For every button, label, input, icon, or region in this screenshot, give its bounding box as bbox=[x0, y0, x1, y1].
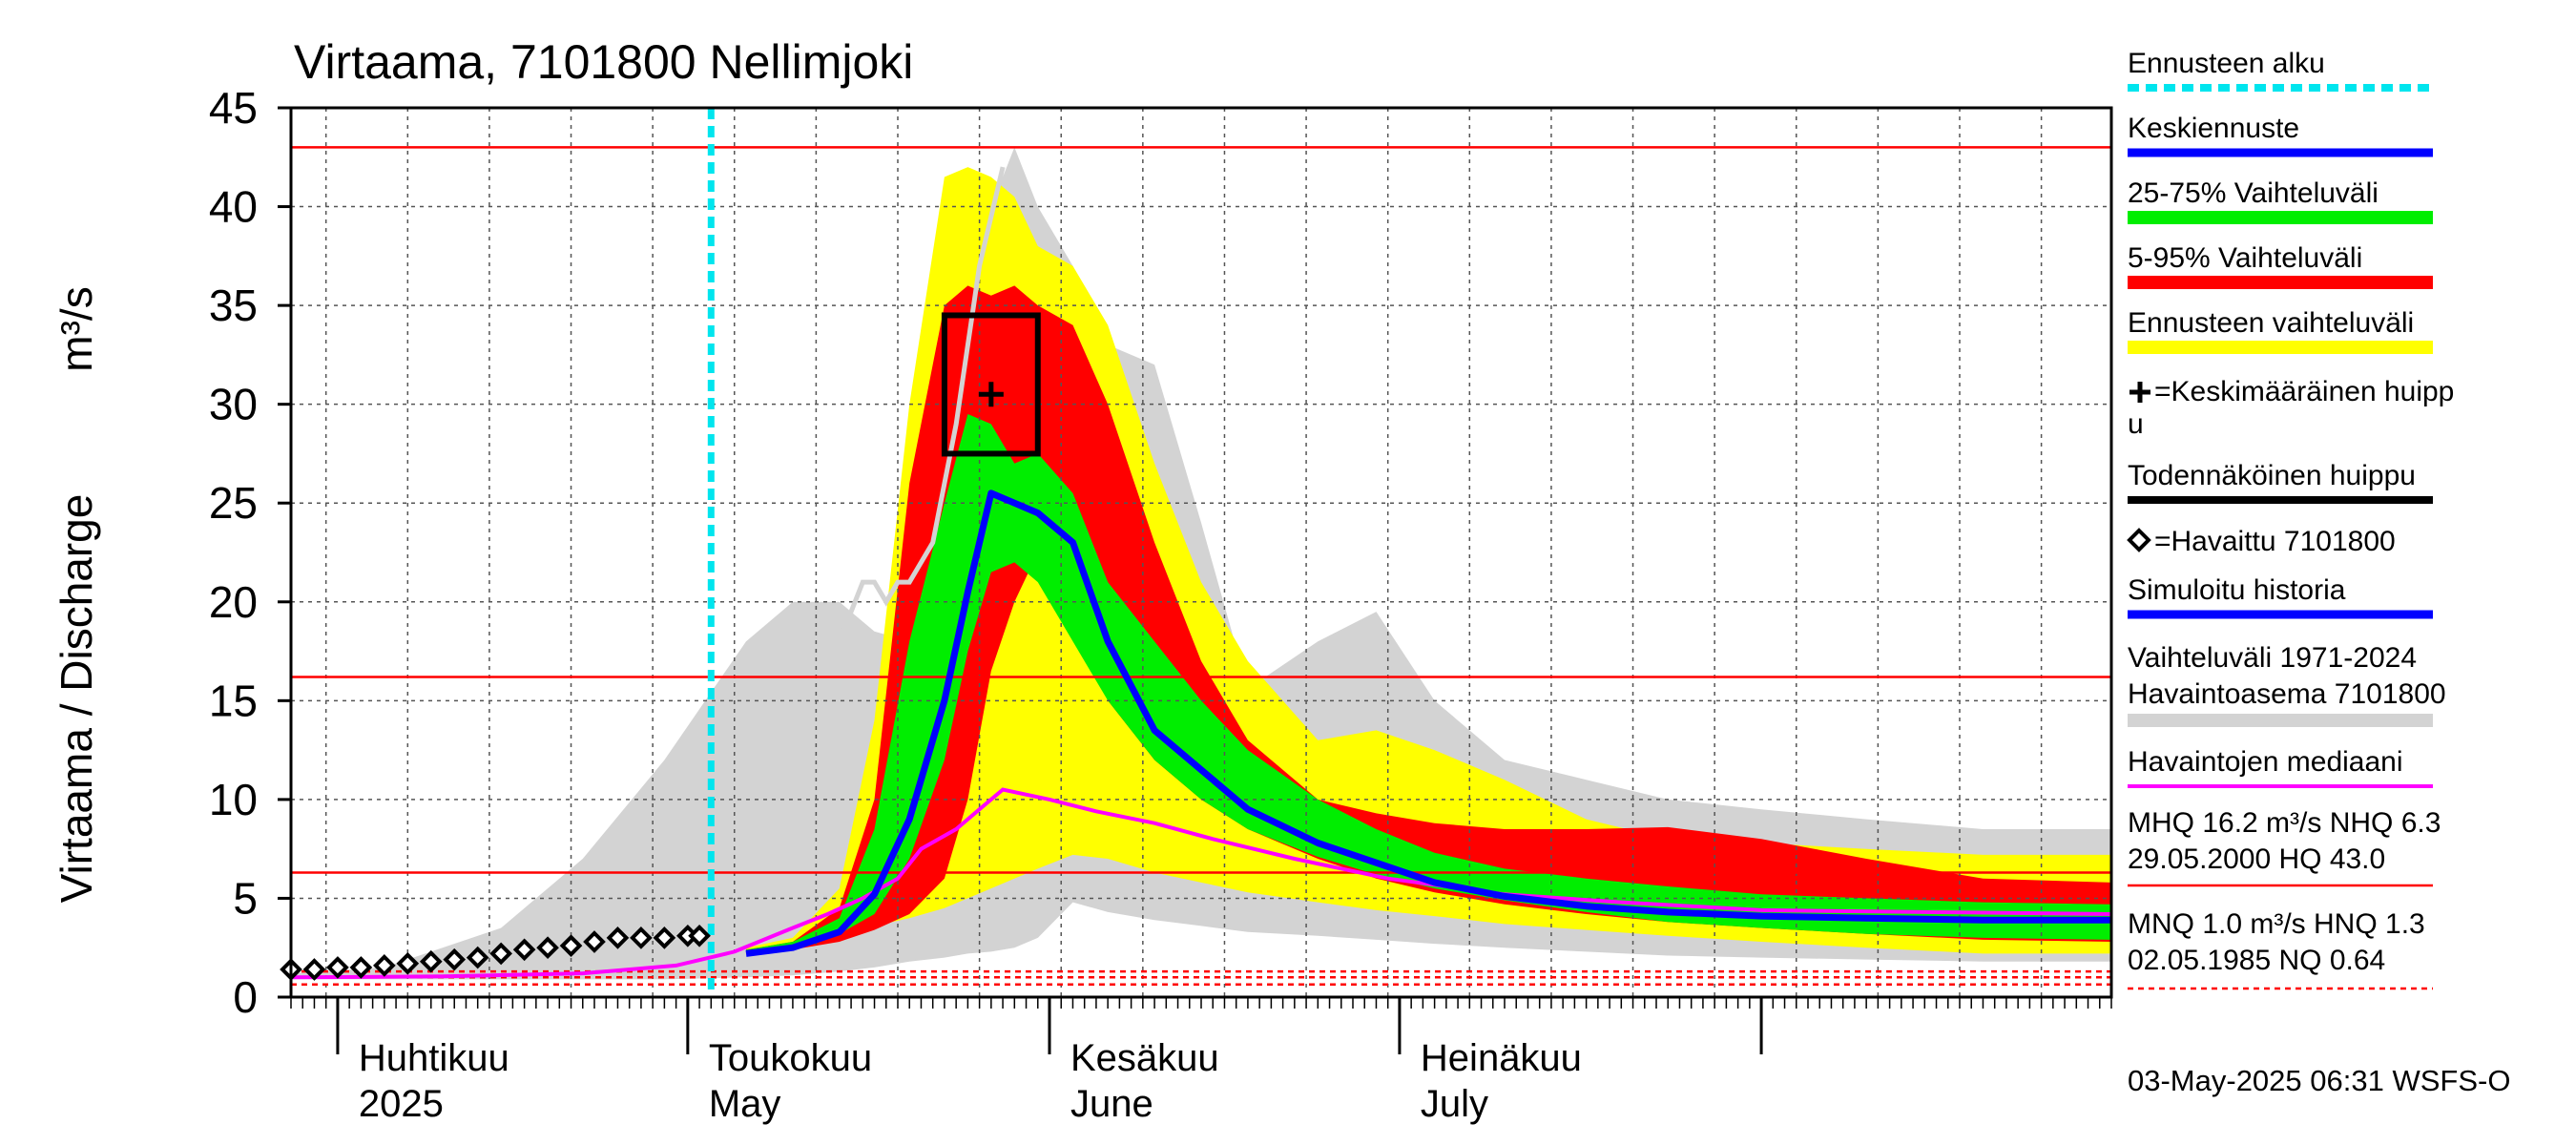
observed-point bbox=[489, 942, 512, 966]
timestamp-footer: 03-May-2025 06:31 WSFS-O bbox=[2128, 1064, 2510, 1097]
month-label-secondary: June bbox=[1070, 1083, 1153, 1125]
legend-5-95-label: 5-95% Vaihteluväli bbox=[2128, 242, 2362, 274]
observed-point bbox=[443, 947, 467, 971]
band-25-75 bbox=[746, 414, 2111, 954]
month-label: Huhtikuu bbox=[359, 1037, 509, 1079]
markers-layer bbox=[280, 312, 1041, 981]
observed-point bbox=[536, 936, 559, 960]
legend-forecast-start-label: Ennusteen alku bbox=[2128, 48, 2325, 79]
legend-mean-peak-label: =Keskimääräinen huipp bbox=[2154, 376, 2454, 407]
grid-layer bbox=[291, 108, 2111, 997]
legend: Ennusteen alku Keskiennuste 25-75% Vaihtel… bbox=[2127, 48, 2454, 990]
historical-range-band bbox=[291, 147, 2111, 980]
chart-title: Virtaama, 7101800 Nellimjoki bbox=[294, 35, 913, 89]
legend-historical-label-1: Vaihteluväli 1971-2024 bbox=[2128, 642, 2417, 674]
y-axis-label: Virtaama / Discharge bbox=[52, 494, 101, 904]
legend-simulated-label: Simuloitu historia bbox=[2128, 574, 2346, 606]
month-label: Heinäkuu bbox=[1421, 1037, 1582, 1079]
legend-observed-label: =Havaittu 7101800 bbox=[2154, 526, 2396, 557]
y-tick-label: 35 bbox=[209, 281, 258, 330]
probable-peak-box bbox=[941, 312, 1041, 457]
simulated-history-line bbox=[837, 166, 1006, 643]
observed-point bbox=[349, 956, 373, 979]
y-tick-label: 10 bbox=[209, 775, 258, 824]
legend-mhq-line-1: MHQ 16.2 m³/s NHQ 6.3 bbox=[2128, 807, 2441, 839]
observed-point bbox=[419, 949, 443, 973]
observed-point bbox=[630, 926, 653, 949]
series-lines-layer bbox=[291, 108, 2111, 997]
legend-forecast-range-label: Ennusteen vaihteluväli bbox=[2128, 307, 2414, 339]
reference-lines-layer bbox=[291, 146, 2111, 986]
legend-mean-forecast-label: Keskiennuste bbox=[2128, 113, 2299, 144]
observed-point bbox=[396, 951, 420, 975]
bands-layer bbox=[291, 147, 2111, 980]
month-label-secondary: May bbox=[709, 1083, 781, 1125]
y-tick-label: 25 bbox=[209, 478, 258, 528]
y-tick-label: 5 bbox=[233, 873, 258, 923]
legend-mnq-line-2: 02.05.1985 NQ 0.64 bbox=[2128, 945, 2385, 976]
legend-mean-peak-label-cont: u bbox=[2128, 408, 2144, 440]
legend-historical-label-2: Havaintoasema 7101800 bbox=[2128, 678, 2446, 710]
observed-point bbox=[466, 946, 489, 969]
legend-median-label: Havaintojen mediaani bbox=[2128, 746, 2403, 778]
mean-forecast-line bbox=[745, 489, 2111, 957]
y-axis-unit: m³/s bbox=[52, 286, 101, 371]
y-tick-label: 30 bbox=[209, 380, 258, 429]
observed-point bbox=[559, 934, 583, 957]
observed-point bbox=[653, 926, 676, 949]
legend-mnq-line-1: MNQ 1.0 m³/s HNQ 1.3 bbox=[2128, 908, 2425, 940]
legend-25-75-label: 25-75% Vaihteluväli bbox=[2128, 177, 2379, 209]
observed-point bbox=[606, 926, 630, 949]
month-label-secondary: July bbox=[1421, 1083, 1488, 1125]
observed-point bbox=[302, 958, 326, 981]
y-tick-label: 40 bbox=[209, 182, 258, 232]
mean-peak-marker bbox=[978, 382, 1004, 407]
y-tick-label: 15 bbox=[209, 676, 258, 725]
observed-point bbox=[688, 924, 711, 947]
observed-point bbox=[326, 956, 349, 979]
y-tick-label: 45 bbox=[209, 83, 258, 133]
y-axis: 0 5 10 15 20 25 30 35 40 45 bbox=[209, 83, 291, 1022]
month-label: Toukokuu bbox=[709, 1037, 872, 1079]
legend-probable-peak-label: Todennäköinen huippu bbox=[2128, 460, 2416, 491]
legend-observed-symbol bbox=[2127, 528, 2151, 552]
observed-point bbox=[373, 954, 396, 977]
legend-mean-peak-symbol bbox=[2129, 382, 2150, 403]
y-tick-label: 0 bbox=[233, 972, 258, 1022]
observed-point bbox=[583, 930, 606, 953]
month-label: Kesäkuu bbox=[1070, 1037, 1219, 1079]
observed-point bbox=[512, 938, 536, 962]
y-tick-label: 20 bbox=[209, 577, 258, 627]
month-label-secondary: 2025 bbox=[359, 1083, 444, 1125]
legend-mhq-line-2: 29.05.2000 HQ 43.0 bbox=[2128, 843, 2385, 875]
band-5-95 bbox=[746, 285, 2111, 954]
